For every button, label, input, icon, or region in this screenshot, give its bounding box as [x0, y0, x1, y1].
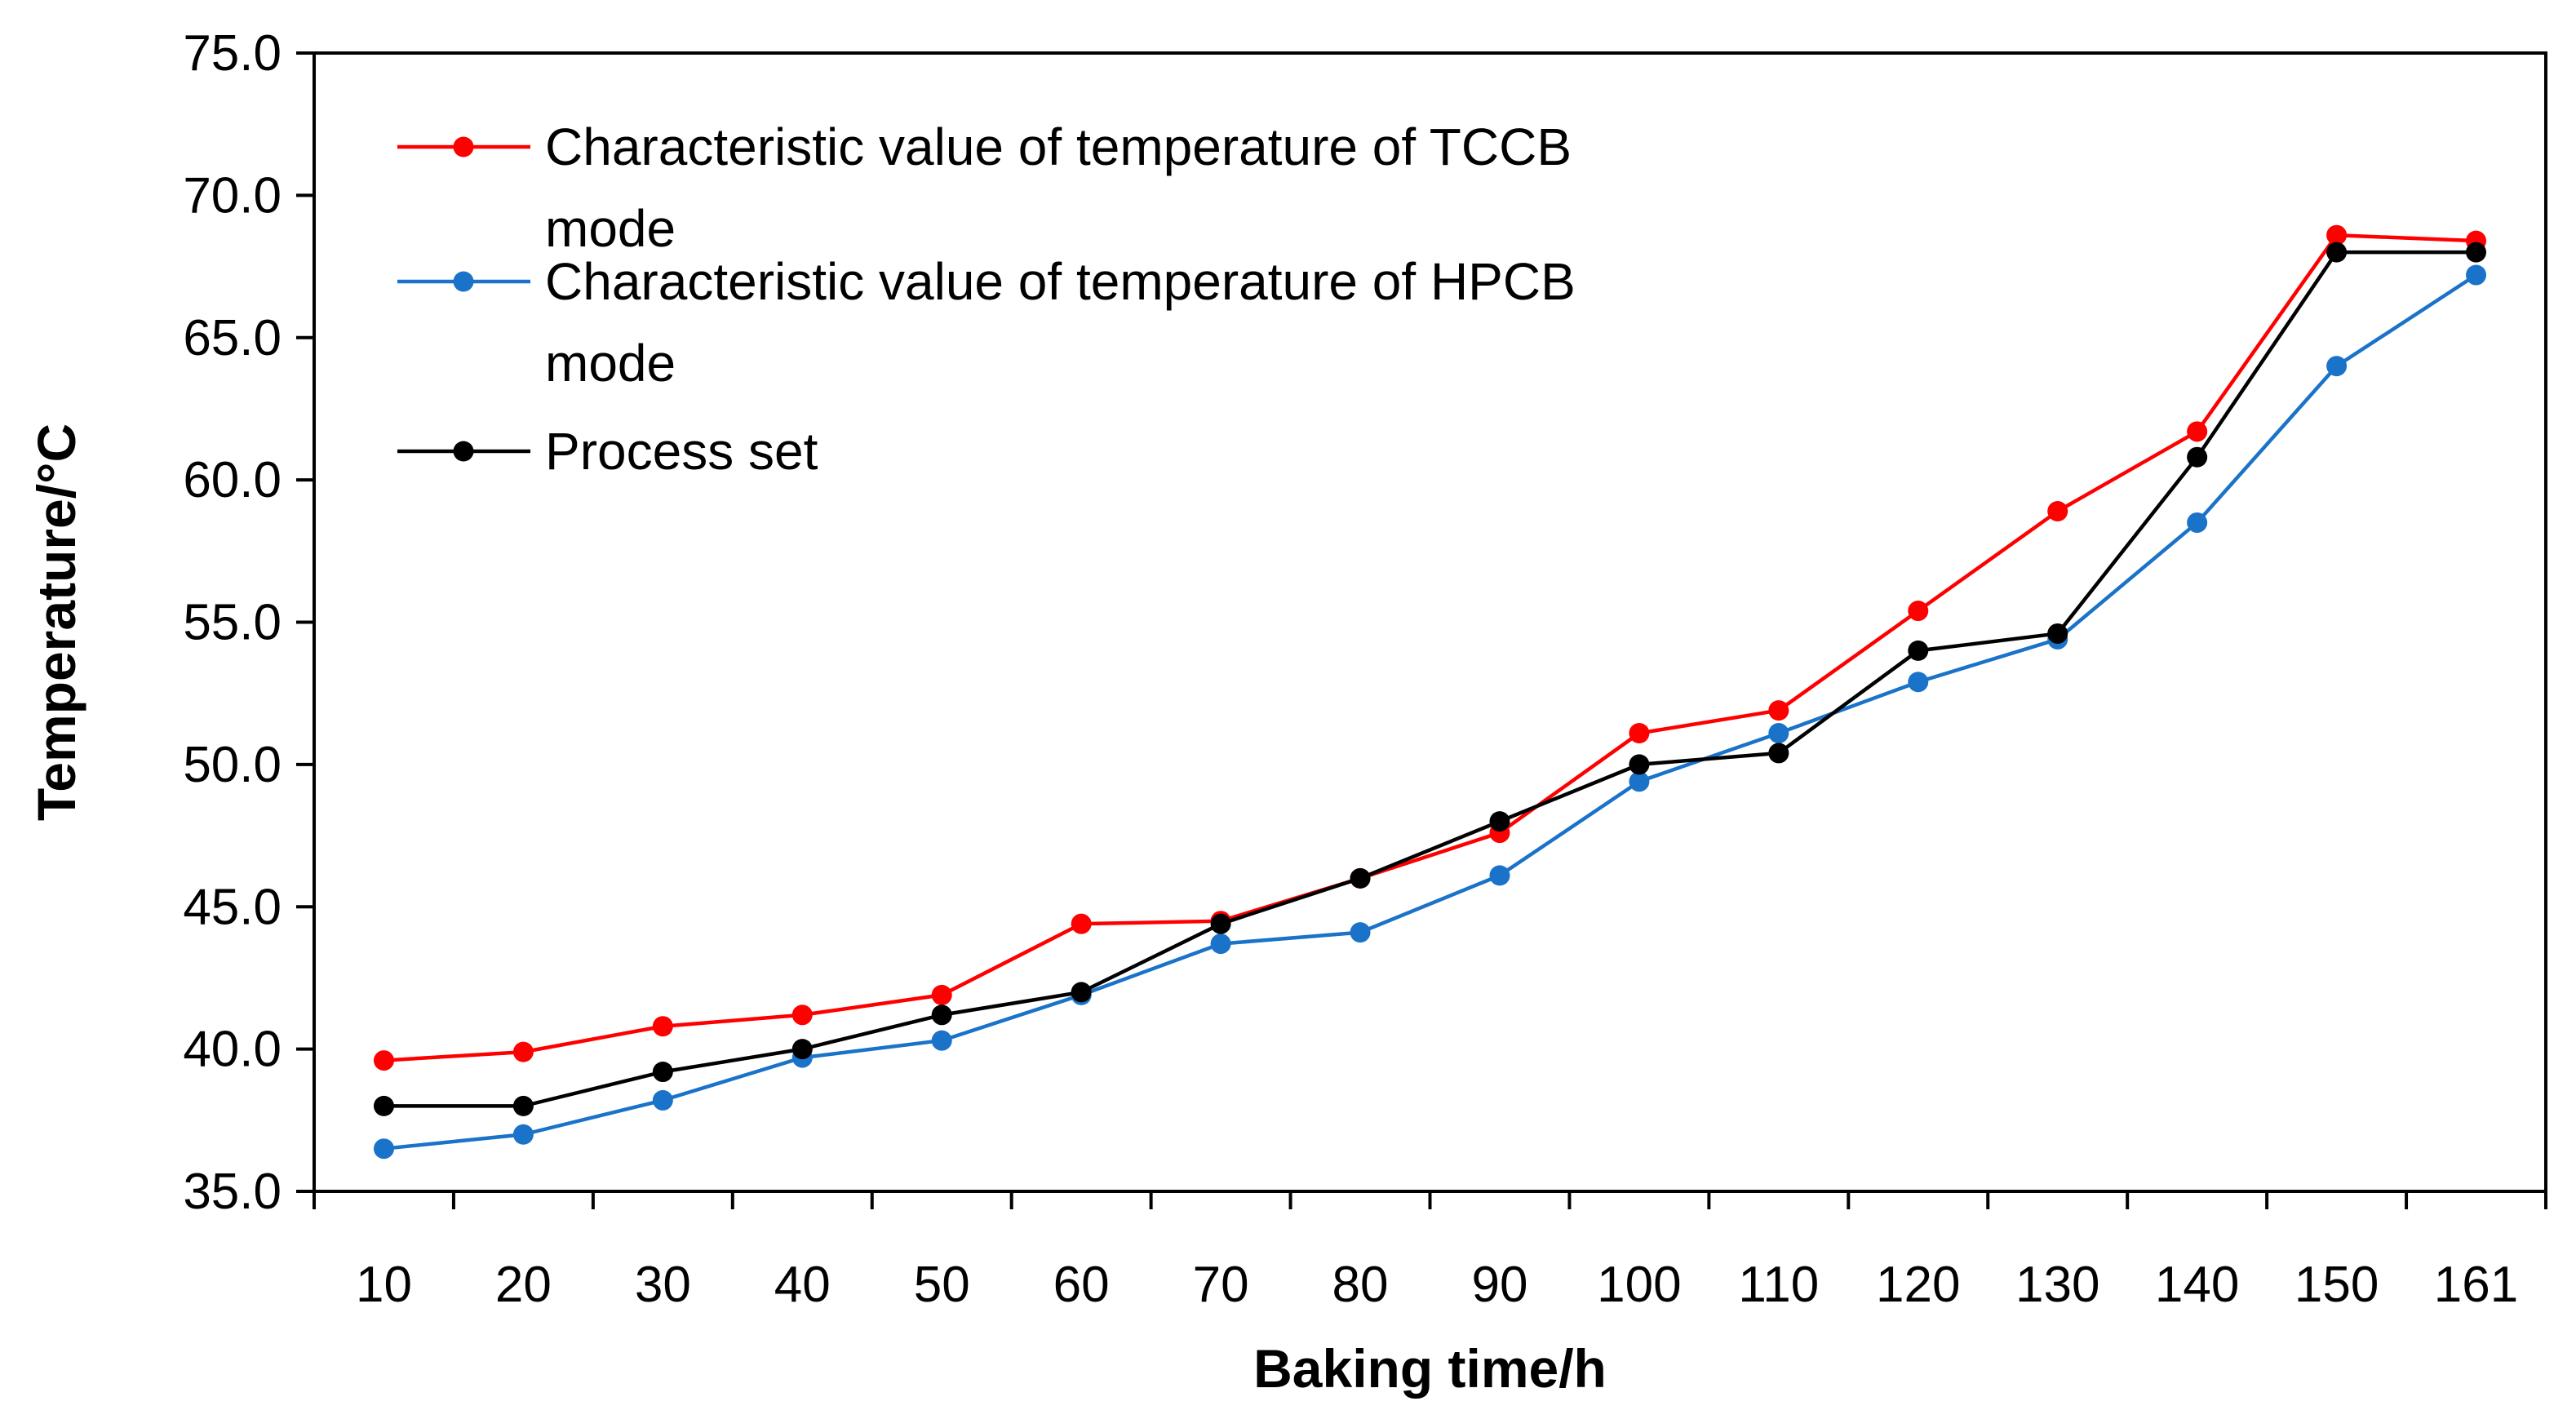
- series-2: [373, 264, 2487, 1160]
- data-point: [2326, 356, 2348, 377]
- data-point: [373, 1138, 394, 1160]
- x-tick-label: 100: [1597, 1257, 1681, 1313]
- legend-label: Characteristic value of temperature of T…: [545, 118, 1572, 176]
- legend-swatch-marker: [453, 136, 474, 157]
- legend: Characteristic value of temperature of T…: [397, 118, 1576, 481]
- legend-swatch-marker: [453, 271, 474, 292]
- data-point: [931, 984, 952, 1005]
- data-point: [652, 1062, 673, 1083]
- y-tick-label: 50.0: [183, 737, 282, 793]
- data-point: [512, 1095, 534, 1116]
- data-point: [1210, 934, 1231, 955]
- legend-label: Process set: [545, 422, 818, 481]
- data-point: [652, 1089, 673, 1111]
- series-line: [384, 273, 2477, 1151]
- y-tick-label: 35.0: [183, 1164, 282, 1220]
- data-point: [1768, 723, 1789, 744]
- data-point: [2047, 623, 2068, 644]
- data-point: [512, 1041, 534, 1062]
- data-point: [791, 1039, 813, 1060]
- data-point: [1489, 811, 1510, 832]
- legend-entry: Process set: [397, 422, 818, 481]
- data-point: [1489, 865, 1510, 886]
- data-point: [931, 1004, 952, 1026]
- data-point: [1071, 913, 1092, 934]
- data-point: [1629, 723, 1650, 744]
- data-point: [2326, 242, 2348, 263]
- series-3: [373, 242, 2487, 1116]
- data-point: [1210, 913, 1231, 934]
- series-line: [384, 233, 2476, 1062]
- x-tick-label: 120: [1876, 1257, 1960, 1313]
- data-point: [1350, 867, 1371, 889]
- series-layer: [373, 224, 2487, 1160]
- data-point: [1908, 601, 1929, 622]
- y-tick-label: 45.0: [183, 879, 282, 935]
- y-tick-label: 40.0: [183, 1022, 282, 1078]
- data-point: [1908, 672, 1929, 693]
- x-tick-label: 60: [1053, 1257, 1110, 1313]
- data-point: [2187, 446, 2208, 468]
- y-tick-label: 75.0: [183, 25, 282, 82]
- legend-entry: Characteristic value of temperature of T…: [397, 118, 1572, 258]
- data-point: [1629, 754, 1650, 775]
- series-line: [384, 250, 2476, 1108]
- data-point: [373, 1050, 394, 1071]
- x-tick-label: 10: [356, 1257, 412, 1313]
- x-tick-label: 161: [2434, 1257, 2518, 1313]
- data-point: [2187, 421, 2208, 442]
- y-tick-label: 60.0: [183, 452, 282, 508]
- legend-label: Characteristic value of temperature of H…: [545, 252, 1576, 311]
- data-point: [2326, 224, 2348, 246]
- data-point: [931, 1030, 952, 1051]
- series-1: [373, 224, 2487, 1071]
- data-point: [652, 1016, 673, 1037]
- data-point: [2466, 264, 2487, 286]
- legend-entry: Characteristic value of temperature of H…: [397, 252, 1576, 392]
- x-axis-title: Baking time/h: [1253, 1338, 1607, 1399]
- x-tick-label: 40: [774, 1257, 831, 1313]
- data-point: [373, 1095, 394, 1116]
- legend-label: mode: [545, 334, 676, 392]
- x-tick-label: 150: [2294, 1257, 2379, 1313]
- x-axis: 10 20 30 40 50 60 70 80 90 100 110 120 130 140 150 161: [313, 1191, 2547, 1313]
- data-point: [1071, 982, 1092, 1003]
- x-tick-label: 140: [2155, 1257, 2239, 1313]
- data-point: [2466, 242, 2487, 263]
- x-tick-label: 110: [1738, 1257, 1819, 1313]
- data-point: [1629, 771, 1650, 792]
- x-tick-label: 130: [2015, 1257, 2099, 1313]
- data-point: [1768, 743, 1789, 764]
- data-point: [2047, 500, 2068, 521]
- data-point: [1908, 640, 1929, 661]
- x-tick-label: 70: [1193, 1257, 1249, 1313]
- y-tick-label: 55.0: [183, 595, 282, 651]
- y-axis: 35.0 40.0 45.0 50.0 55.0 60.0 65.0 70.0 75.0: [183, 25, 314, 1220]
- x-tick-label: 80: [1332, 1257, 1389, 1313]
- data-point: [512, 1124, 534, 1145]
- legend-label: mode: [545, 199, 676, 258]
- y-tick-label: 70.0: [183, 167, 282, 224]
- x-tick-label: 90: [1471, 1257, 1527, 1313]
- data-point: [791, 1004, 813, 1026]
- legend-swatch-marker: [453, 441, 474, 462]
- y-tick-label: 65.0: [183, 310, 282, 366]
- data-point: [2187, 512, 2208, 533]
- x-tick-label: 20: [495, 1257, 552, 1313]
- data-point: [1768, 700, 1789, 721]
- y-axis-title: Temperature/°C: [26, 424, 86, 821]
- data-point: [1350, 922, 1371, 943]
- x-tick-label: 50: [914, 1257, 970, 1313]
- x-tick-label: 30: [635, 1257, 691, 1313]
